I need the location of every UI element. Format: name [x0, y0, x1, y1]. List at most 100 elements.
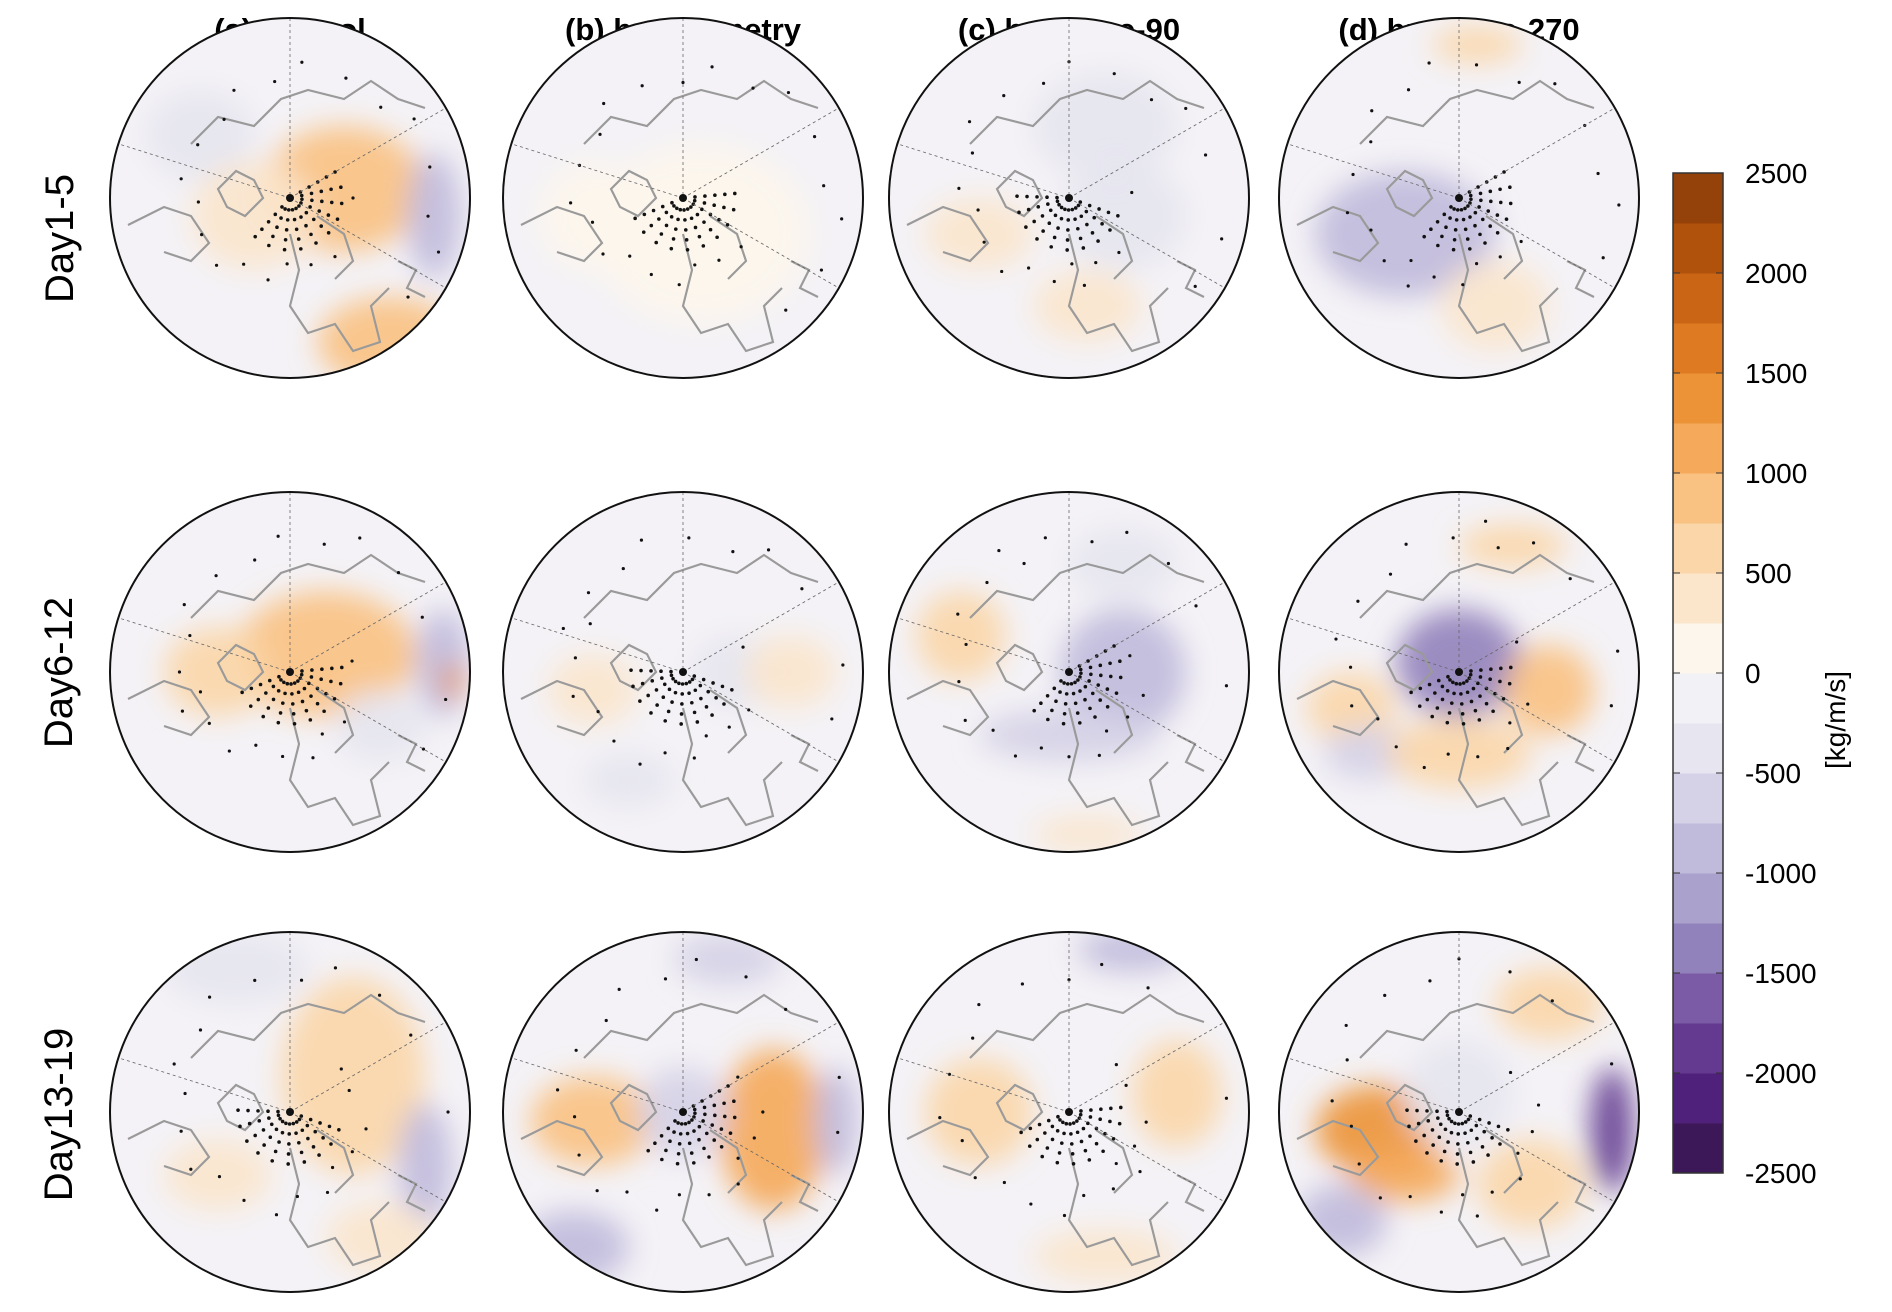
significance-dot [295, 1194, 299, 1199]
significance-dot [409, 1033, 413, 1037]
significance-dot [283, 207, 287, 211]
significance-dot [590, 220, 595, 224]
significance-dot [1478, 694, 1482, 698]
significance-dot [1491, 709, 1495, 714]
significance-dot [329, 1142, 333, 1146]
significance-dot [731, 207, 736, 212]
significance-dot [1027, 1144, 1032, 1148]
coastline [1359, 79, 1595, 145]
significance-dot [1047, 221, 1052, 226]
significance-dot [1046, 717, 1050, 722]
significance-dot [1065, 682, 1070, 686]
significance-dot [1041, 81, 1046, 85]
anomaly-contour [548, 654, 638, 726]
significance-dot [285, 218, 290, 222]
significance-dot [1087, 679, 1091, 683]
significance-dot [662, 682, 667, 687]
significance-dot [639, 668, 643, 673]
significance-dot [1066, 218, 1071, 222]
significance-dot [275, 225, 279, 230]
polar-map-panel [888, 931, 1250, 1293]
coastline [995, 1083, 1044, 1132]
significance-dot [1488, 189, 1493, 194]
significance-dot [1369, 140, 1373, 144]
coastline [969, 79, 1205, 145]
significance-dot [702, 1146, 706, 1151]
coastline [127, 1119, 211, 1177]
significance-dot [1065, 238, 1070, 242]
coastline [520, 679, 604, 737]
significance-dot [598, 132, 602, 136]
significance-dot [299, 215, 303, 219]
significance-dot [1193, 284, 1197, 288]
significance-dot [650, 679, 655, 683]
map-boundary [502, 931, 864, 1293]
significance-dot [1518, 1177, 1522, 1181]
significance-dot [1112, 72, 1116, 76]
significance-dot [692, 756, 696, 760]
significance-dot [1015, 194, 1019, 198]
significance-dot [663, 977, 668, 981]
anomaly-contour [925, 198, 1033, 270]
significance-dot [695, 212, 700, 217]
coastline [1296, 1119, 1380, 1177]
polar-map-panel [109, 17, 471, 379]
significance-dot [1073, 701, 1078, 706]
significance-dot [1409, 258, 1413, 263]
significance-dot [938, 1116, 942, 1120]
colorbar-tick-label: 2500 [1745, 158, 1808, 189]
significance-dot [633, 216, 637, 221]
significance-dot [836, 1130, 840, 1134]
coastline [127, 679, 211, 737]
significance-dot [322, 709, 326, 714]
significance-dot [1071, 1121, 1076, 1125]
significance-dot [428, 165, 432, 169]
significance-dot [692, 198, 697, 203]
significance-dot [1461, 217, 1466, 222]
significance-dot [319, 189, 324, 194]
significance-dot [1039, 746, 1043, 750]
significance-dot [278, 711, 283, 715]
anomaly-contour [164, 1139, 272, 1211]
coastline [583, 79, 819, 145]
significance-dot [1066, 208, 1071, 212]
coastline [609, 169, 658, 218]
significance-dot [692, 710, 697, 715]
significance-dot [1099, 673, 1103, 678]
significance-dot [256, 1151, 260, 1155]
coastline [1457, 707, 1559, 827]
significance-dot [1063, 207, 1067, 212]
significance-dot [703, 194, 707, 198]
significance-dot [680, 692, 685, 696]
significance-dot [982, 240, 986, 244]
significance-dot [736, 1075, 740, 1079]
anomaly-contour [593, 144, 809, 324]
coastline [127, 205, 211, 263]
significance-dot [1203, 153, 1208, 157]
significance-dot [751, 86, 755, 90]
significance-dot [1508, 721, 1512, 725]
anomaly-contour [1315, 171, 1495, 297]
significance-dot [326, 213, 331, 217]
significance-dot [420, 615, 424, 619]
significance-dot [292, 681, 297, 685]
significance-dot [1026, 207, 1031, 212]
significance-dot [320, 199, 324, 204]
significance-dot [683, 228, 688, 232]
significance-dot [1092, 215, 1097, 220]
significance-dot [640, 681, 645, 686]
significance-dot [1083, 697, 1087, 702]
significance-dot [1436, 678, 1441, 683]
significance-dot [290, 207, 295, 212]
significance-dot [960, 1139, 964, 1143]
significance-dot [1100, 222, 1104, 226]
significance-dot [786, 90, 791, 95]
significance-dot [1085, 222, 1089, 227]
significance-dot [198, 690, 203, 694]
significance-dot [1026, 266, 1031, 270]
significance-dot [1055, 1160, 1060, 1165]
significance-dot [299, 672, 304, 677]
significance-dot [689, 216, 694, 221]
polar-map-panel [1278, 17, 1640, 379]
significance-dot [200, 233, 204, 237]
